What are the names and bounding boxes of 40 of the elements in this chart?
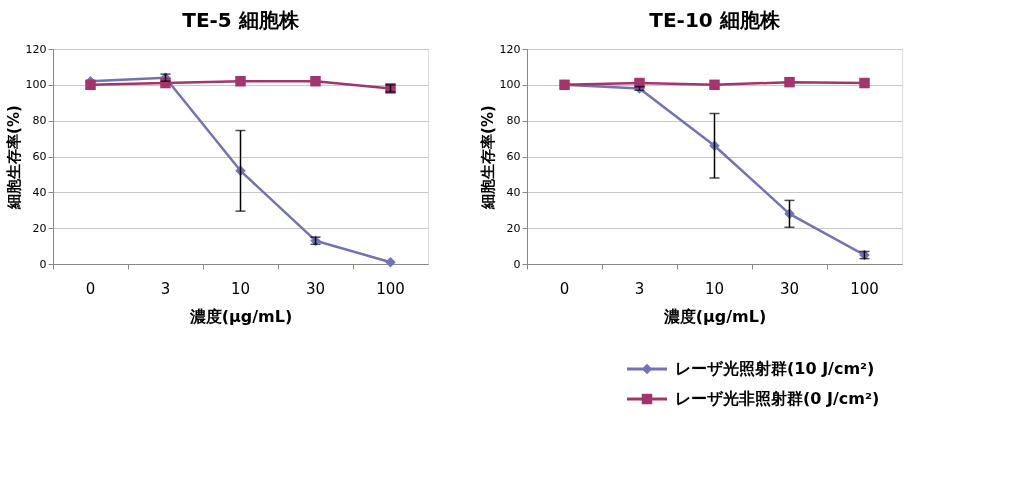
y-tick-label: 60 bbox=[506, 150, 521, 163]
x-tick-label: 10 bbox=[230, 279, 251, 298]
point bbox=[634, 77, 645, 89]
x-tick-label: 0 bbox=[85, 279, 96, 298]
y-tick-label: 80 bbox=[506, 114, 521, 128]
y-tick-label: 0 bbox=[39, 257, 47, 271]
x-tick-label: 30 bbox=[305, 279, 326, 298]
y-tick-label: 120 bbox=[25, 42, 47, 56]
y-tick-label: 40 bbox=[32, 185, 47, 199]
y-tick-label: 120 bbox=[499, 42, 521, 56]
y-axis-title: 細胞生存率(%) bbox=[4, 105, 23, 210]
y-tick-label: 60 bbox=[32, 150, 47, 163]
point bbox=[385, 256, 396, 268]
x-axis-title: 濃度(μg/mL) bbox=[188, 306, 293, 326]
point bbox=[235, 76, 246, 87]
legend-label: レーザ光照射群(10 J/cm²) bbox=[675, 359, 875, 378]
y-tick-label: 20 bbox=[32, 221, 47, 235]
x-tick-label: 10 bbox=[704, 279, 725, 298]
chart-title: TE-10 細胞株 bbox=[649, 8, 781, 32]
x-axis-title: 濃度(μg/mL) bbox=[662, 306, 767, 326]
x-tick-label: 0 bbox=[559, 279, 570, 298]
y-tick-label: 20 bbox=[506, 221, 521, 235]
y-tick-label: 100 bbox=[25, 78, 47, 92]
x-tick-label: 3 bbox=[634, 279, 645, 298]
point bbox=[85, 79, 96, 91]
point bbox=[709, 79, 720, 91]
x-tick-label: 30 bbox=[779, 279, 800, 298]
y-axis-title: 細胞生存率(%) bbox=[478, 105, 497, 210]
y-tick-label: 80 bbox=[32, 114, 47, 128]
chart-title: TE-5 細胞株 bbox=[182, 8, 300, 32]
x-tick-label: 100 bbox=[376, 279, 405, 298]
y-tick-label: 40 bbox=[506, 185, 521, 199]
point bbox=[310, 76, 321, 87]
y-tick-label: 0 bbox=[513, 257, 521, 271]
x-tick-label: 3 bbox=[160, 279, 171, 298]
legend-label: レーザ光非照射群(0 J/cm²) bbox=[675, 389, 880, 408]
point bbox=[859, 77, 870, 89]
x-tick-label: 100 bbox=[850, 279, 879, 298]
point bbox=[784, 76, 795, 88]
y-tick-label: 100 bbox=[499, 78, 521, 92]
